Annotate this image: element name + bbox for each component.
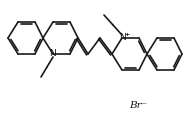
Text: +: +: [124, 31, 130, 37]
Text: N: N: [119, 34, 125, 42]
Text: Br⁻: Br⁻: [129, 101, 147, 110]
Text: N: N: [50, 49, 56, 58]
